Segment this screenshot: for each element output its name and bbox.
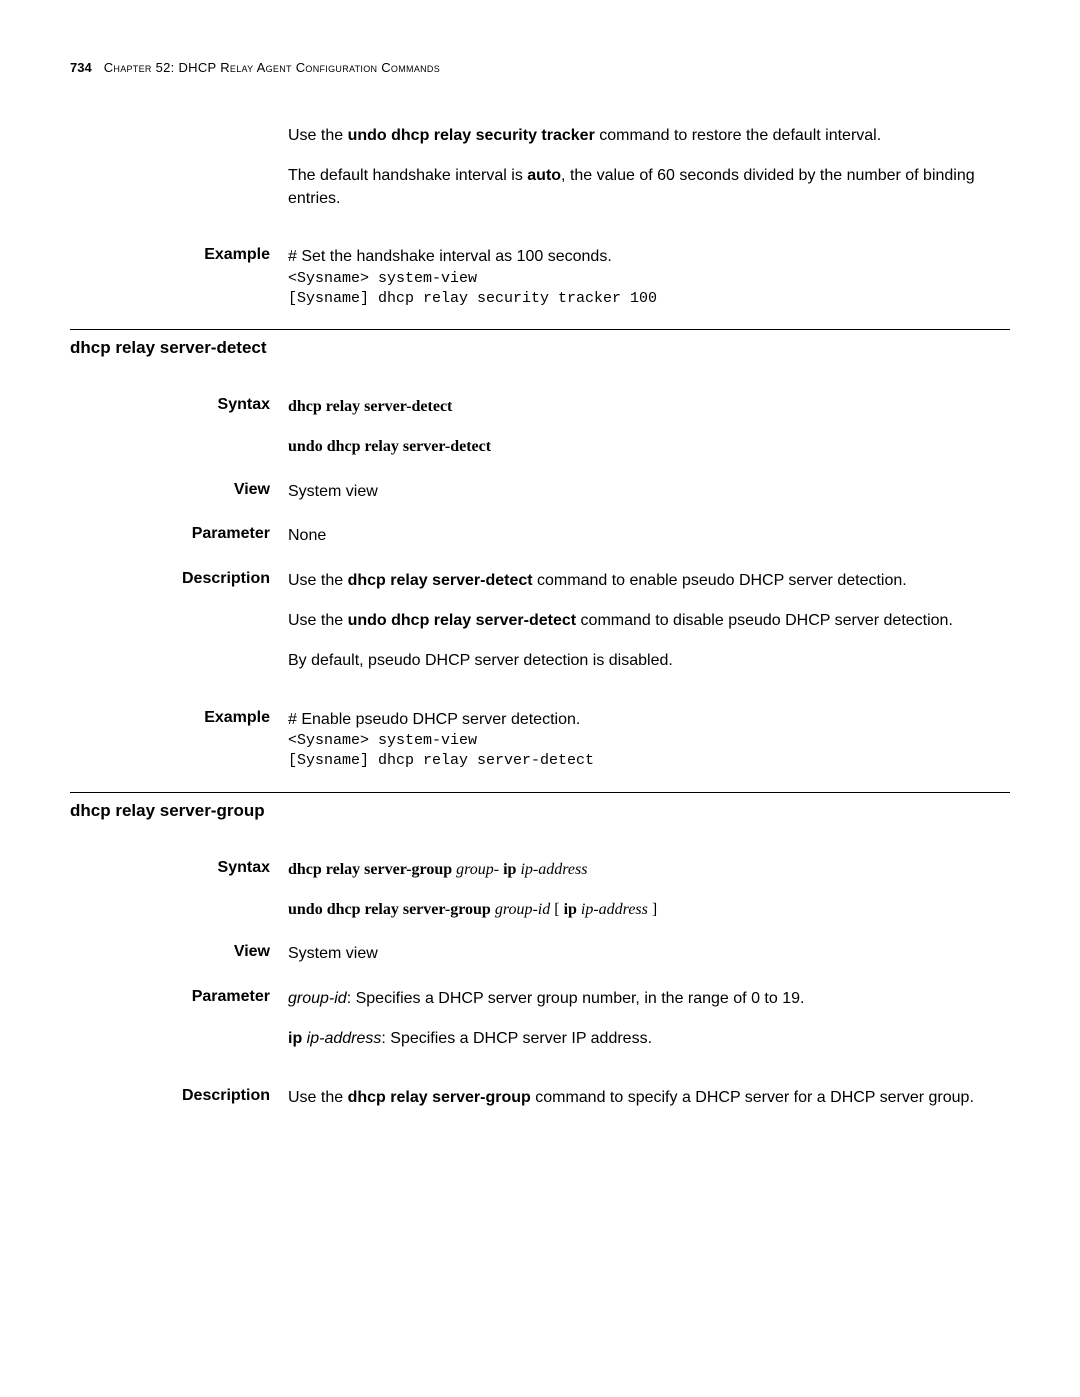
- syntax-line: undo dhcp relay server-detect: [288, 436, 1010, 458]
- description-value: Use the dhcp relay server-detect command…: [288, 570, 1010, 691]
- syntax-bold: dhcp relay server-group: [288, 861, 456, 878]
- view-value: System view: [288, 943, 1010, 965]
- example-code: <Sysname> system-view [Sysname] dhcp rel…: [288, 269, 1010, 310]
- syntax-block: Syntax dhcp relay server-detect undo dhc…: [288, 396, 1010, 459]
- description-label: Description: [70, 570, 288, 691]
- parameter-label: Parameter: [70, 988, 288, 1069]
- description-value: Use the dhcp relay server-group command …: [288, 1087, 1010, 1109]
- syntax-ital: ip-address: [581, 901, 648, 918]
- example-block: Example # Set the handshake interval as …: [288, 246, 1010, 309]
- description-label: Description: [70, 1087, 288, 1109]
- example-text: # Set the handshake interval as 100 seco…: [288, 246, 1010, 268]
- param-para: group-id: Specifies a DHCP server group …: [288, 988, 1010, 1010]
- syntax-text: [: [550, 901, 563, 918]
- syntax-text: ]: [648, 901, 657, 918]
- example-text: # Enable pseudo DHCP server detection.: [288, 709, 1010, 731]
- text: command to specify a DHCP server for a D…: [531, 1089, 974, 1106]
- param-name: ip-address: [307, 1030, 382, 1047]
- view-label: View: [70, 943, 288, 965]
- param-name: group-id: [288, 990, 347, 1007]
- syntax-bold: ip: [564, 901, 581, 918]
- section-title: dhcp relay server-detect: [70, 338, 1010, 358]
- syntax-bold: ip: [499, 861, 520, 878]
- desc-para: By default, pseudo DHCP server detection…: [288, 650, 1010, 672]
- syntax-label: Syntax: [70, 859, 288, 922]
- command-name: dhcp relay server-group: [348, 1089, 531, 1106]
- parameter-value: group-id: Specifies a DHCP server group …: [288, 988, 1010, 1069]
- text: command to restore the default interval.: [595, 127, 881, 144]
- page-header: 734 Chapter 52: DHCP Relay Agent Configu…: [70, 60, 1010, 75]
- section-divider: [70, 792, 1010, 793]
- text: Use the: [288, 1089, 348, 1106]
- intro-para-2: The default handshake interval is auto, …: [288, 165, 1010, 210]
- text: The default handshake interval is: [288, 167, 527, 184]
- description-block: Description Use the dhcp relay server-de…: [288, 570, 1010, 691]
- param-para: ip ip-address: Specifies a DHCP server I…: [288, 1028, 1010, 1050]
- text: Use the: [288, 572, 348, 589]
- example-label: Example: [70, 246, 288, 309]
- view-block: View System view: [288, 943, 1010, 965]
- text: : Specifies a DHCP server group number, …: [347, 990, 805, 1007]
- parameter-block: Parameter group-id: Specifies a DHCP ser…: [288, 988, 1010, 1069]
- view-label: View: [70, 481, 288, 503]
- example-value: # Set the handshake interval as 100 seco…: [288, 246, 1010, 309]
- example-label: Example: [70, 709, 288, 772]
- syntax-value: dhcp relay server-group group- ip ip-add…: [288, 859, 1010, 922]
- text: : Specifies a DHCP server IP address.: [381, 1030, 652, 1047]
- syntax-line: undo dhcp relay server-group group-id [ …: [288, 899, 1010, 921]
- page-number: 734: [70, 60, 92, 75]
- syntax-label: Syntax: [70, 396, 288, 459]
- syntax-ital: ip-address: [520, 861, 587, 878]
- syntax-ital: group-id: [495, 901, 550, 918]
- text: command to disable pseudo DHCP server de…: [576, 612, 953, 629]
- syntax-bold: undo dhcp relay server-group: [288, 901, 495, 918]
- text: Use the: [288, 127, 348, 144]
- syntax-line: dhcp relay server-detect: [288, 396, 1010, 418]
- description-block: Description Use the dhcp relay server-gr…: [288, 1087, 1010, 1109]
- intro-para-1: Use the undo dhcp relay security tracker…: [288, 125, 1010, 147]
- desc-para: Use the undo dhcp relay server-detect co…: [288, 610, 1010, 632]
- page: 734 Chapter 52: DHCP Relay Agent Configu…: [0, 0, 1080, 1187]
- syntax-ital: group-: [456, 861, 499, 878]
- param-bold: ip: [288, 1030, 307, 1047]
- view-value: System view: [288, 481, 1010, 503]
- command-name: undo dhcp relay security tracker: [348, 127, 595, 144]
- example-value: # Enable pseudo DHCP server detection. <…: [288, 709, 1010, 772]
- view-block: View System view: [288, 481, 1010, 503]
- section-divider: [70, 329, 1010, 330]
- section-title: dhcp relay server-group: [70, 801, 1010, 821]
- parameter-label: Parameter: [70, 525, 288, 547]
- syntax-line: dhcp relay server-group group- ip ip-add…: [288, 859, 1010, 881]
- example-block: Example # Enable pseudo DHCP server dete…: [288, 709, 1010, 772]
- parameter-block: Parameter None: [288, 525, 1010, 547]
- example-code: <Sysname> system-view [Sysname] dhcp rel…: [288, 731, 1010, 772]
- chapter-title: Chapter 52: DHCP Relay Agent Configurati…: [104, 60, 440, 75]
- syntax-block: Syntax dhcp relay server-group group- ip…: [288, 859, 1010, 922]
- page-content: Use the undo dhcp relay security tracker…: [288, 125, 1010, 1109]
- keyword: auto: [527, 167, 561, 184]
- command-name: dhcp relay server-detect: [348, 572, 533, 589]
- text: Use the: [288, 612, 348, 629]
- text: command to enable pseudo DHCP server det…: [533, 572, 907, 589]
- desc-para: Use the dhcp relay server-group command …: [288, 1087, 1010, 1109]
- desc-para: Use the dhcp relay server-detect command…: [288, 570, 1010, 592]
- parameter-value: None: [288, 525, 1010, 547]
- command-name: undo dhcp relay server-detect: [348, 612, 577, 629]
- syntax-value: dhcp relay server-detect undo dhcp relay…: [288, 396, 1010, 459]
